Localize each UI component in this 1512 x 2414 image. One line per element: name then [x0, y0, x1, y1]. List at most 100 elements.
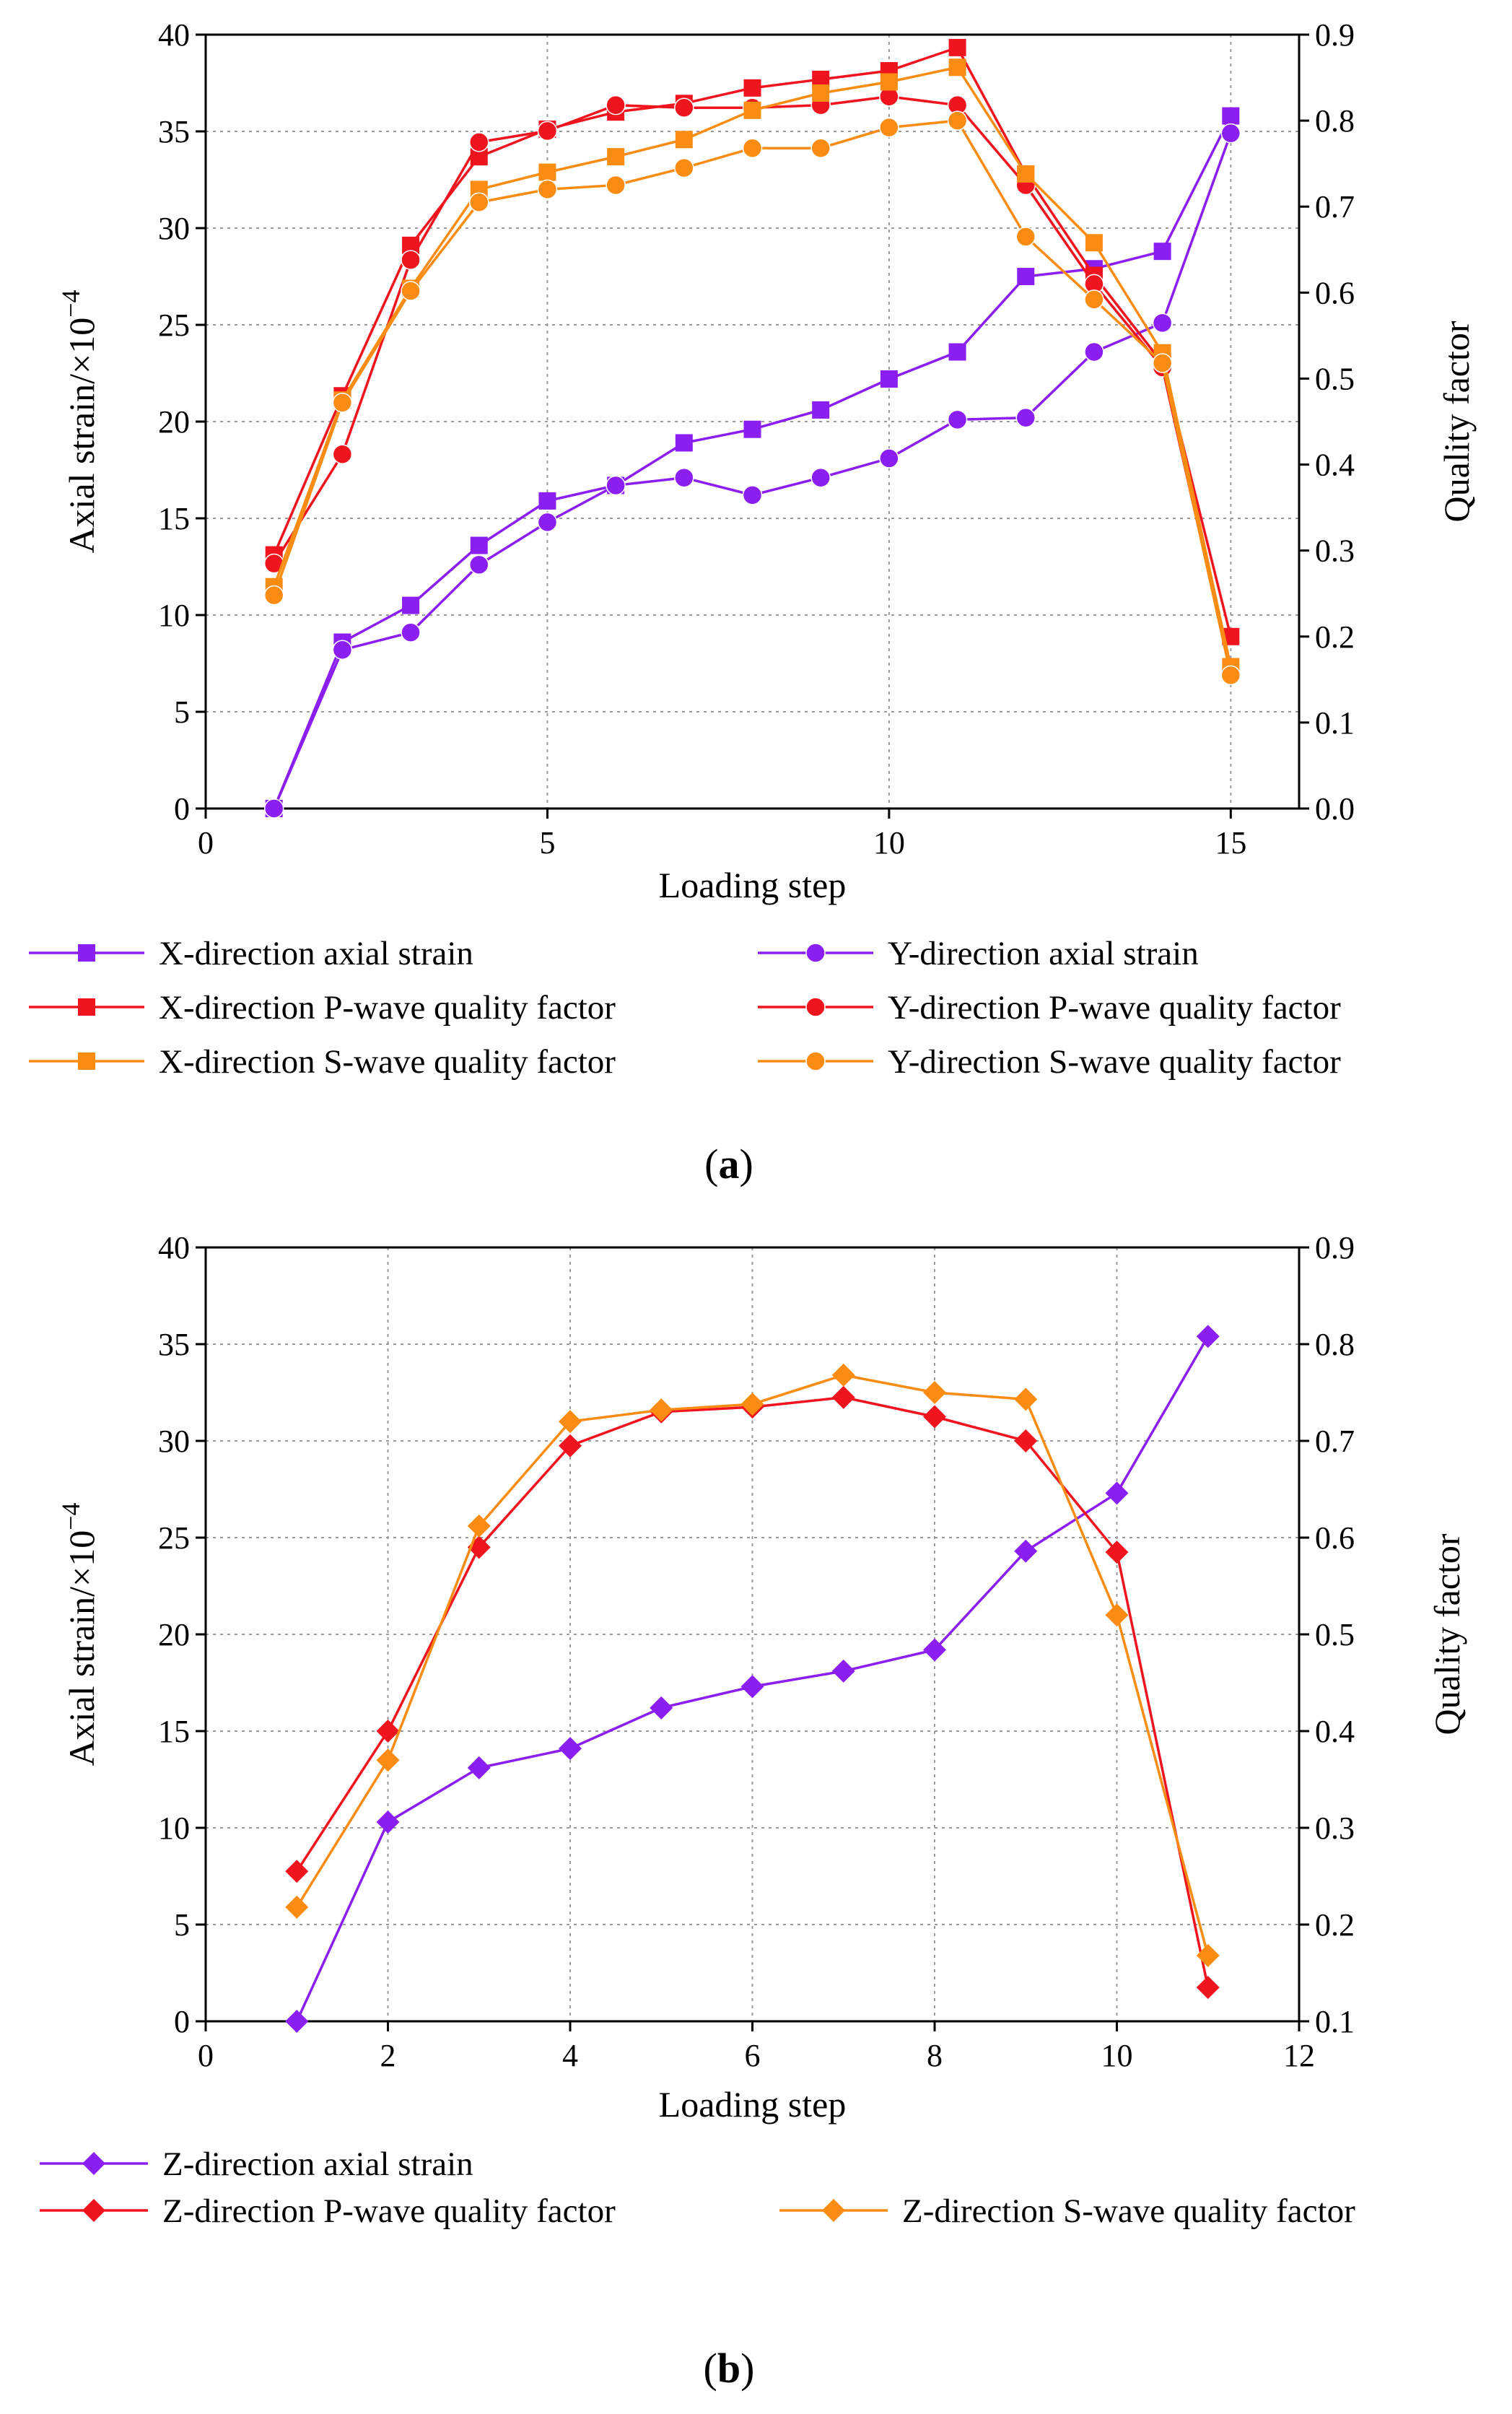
left-y-tick-label: 35 — [158, 1327, 190, 1362]
data-point — [401, 281, 421, 301]
data-point — [607, 148, 625, 166]
legend-marker — [805, 997, 826, 1017]
legend-marker — [78, 998, 95, 1016]
panel-label-paren: ) — [740, 1141, 753, 1188]
data-point — [675, 131, 693, 149]
data-point — [674, 467, 694, 488]
x-tick-label: 15 — [1215, 825, 1246, 860]
left-y-axis-label-text: Axial strain/×10 — [61, 318, 102, 554]
left-y-tick-label: 30 — [158, 211, 190, 246]
legend-item: X-direction axial strain — [29, 935, 473, 972]
data-point — [947, 110, 968, 131]
data-point — [1017, 268, 1035, 285]
data-point — [263, 798, 284, 819]
legend: X-direction axial strain Y-direction axia… — [29, 935, 1341, 1081]
data-point — [402, 596, 420, 614]
data-point — [1152, 353, 1173, 373]
legend-marker — [82, 2152, 105, 2175]
panel-label-letter: a — [719, 1141, 740, 1188]
data-point — [285, 2010, 309, 2033]
data-point — [1105, 1541, 1129, 1564]
legend-item: Y-direction S-wave quality factor — [758, 1043, 1341, 1081]
right-y-tick-label: 0.7 — [1315, 189, 1355, 225]
left-y-axis-label: Axial strain/×10−4 — [56, 1502, 102, 1766]
data-point — [469, 132, 489, 152]
data-point — [831, 1659, 855, 1683]
legend-marker — [805, 943, 826, 963]
x-tick-label: 6 — [745, 2038, 761, 2073]
legend-label: X-direction S-wave quality factor — [159, 1043, 616, 1081]
data-point — [923, 1405, 946, 1429]
series-y-direction-s-wave-quality-factor — [263, 110, 1241, 686]
data-point — [742, 485, 763, 505]
legend-label: Z-direction P-wave quality factor — [162, 2192, 616, 2230]
right-y-tick-label: 0.1 — [1315, 705, 1355, 741]
series-z-direction-axial-strain — [285, 1325, 1220, 2033]
data-point — [1152, 313, 1173, 334]
series-z-direction-s-wave-quality-factor — [285, 1363, 1220, 1967]
data-point — [879, 448, 899, 469]
legend-marker — [822, 2199, 845, 2222]
data-point — [376, 1720, 400, 1743]
data-point — [1105, 1481, 1129, 1505]
right-y-tick-label: 0.0 — [1315, 791, 1355, 827]
legend: Z-direction axial strain Z-direction P-wa… — [40, 2145, 1355, 2230]
legend-label: Z-direction axial strain — [162, 2145, 473, 2183]
data-point — [1222, 107, 1240, 125]
panel-label: (a) — [704, 1141, 753, 1188]
legend-label: Y-direction S-wave quality factor — [888, 1043, 1341, 1081]
data-point — [537, 512, 558, 533]
right-y-tick-label: 0.8 — [1315, 1327, 1355, 1362]
data-point — [559, 1410, 582, 1434]
right-y-tick-label: 0.5 — [1315, 1617, 1355, 1652]
left-y-tick-label: 30 — [158, 1424, 190, 1459]
data-point — [674, 97, 694, 118]
right-y-tick-label: 0.6 — [1315, 1520, 1355, 1556]
legend-label: Y-direction P-wave quality factor — [888, 989, 1341, 1027]
data-point — [1015, 227, 1036, 247]
series-group — [263, 38, 1241, 819]
data-point — [880, 370, 898, 388]
data-point — [332, 393, 353, 413]
series-y-direction-p-wave-quality-factor — [263, 87, 1241, 681]
data-point — [831, 1385, 855, 1409]
left-y-axis-label-exponent: −4 — [56, 1502, 85, 1530]
left-y-tick-label: 35 — [158, 114, 190, 149]
left-y-tick-label: 10 — [158, 598, 190, 633]
legend-label: X-direction axial strain — [159, 935, 473, 972]
data-point — [285, 1860, 309, 1883]
legend-item: Y-direction P-wave quality factor — [758, 989, 1341, 1027]
right-y-tick-label: 0.8 — [1315, 103, 1355, 139]
data-point — [537, 121, 558, 141]
right-y-tick-label: 0.2 — [1315, 619, 1355, 655]
left-y-tick-label: 5 — [174, 1907, 190, 1943]
data-point — [1085, 234, 1103, 252]
data-point — [469, 554, 489, 575]
data-point — [263, 585, 284, 606]
right-y-tick-label: 0.2 — [1315, 1907, 1355, 1943]
series-x-direction-axial-strain — [265, 107, 1240, 817]
data-point — [376, 1810, 400, 1834]
data-point — [537, 179, 558, 200]
data-point — [948, 38, 966, 56]
data-point — [650, 1398, 673, 1422]
data-point — [538, 492, 556, 510]
data-point — [743, 79, 761, 97]
data-point — [467, 1756, 491, 1779]
legend-item: Y-direction axial strain — [758, 935, 1199, 972]
data-point — [1220, 123, 1241, 144]
legend-label: X-direction P-wave quality factor — [159, 989, 616, 1027]
data-point — [810, 467, 831, 488]
data-point — [812, 401, 830, 419]
data-point — [831, 1363, 855, 1387]
data-point — [1015, 407, 1036, 428]
legend-item: Z-direction axial strain — [40, 2145, 473, 2183]
x-tick-label: 12 — [1283, 2038, 1315, 2073]
series-line — [273, 45, 1233, 637]
legend-item: Z-direction S-wave quality factor — [779, 2192, 1355, 2230]
legend-marker — [82, 2199, 105, 2222]
right-y-tick-label: 0.5 — [1315, 361, 1355, 396]
data-point — [1014, 1429, 1038, 1452]
left-y-tick-label: 40 — [158, 1230, 190, 1265]
right-y-tick-label: 0.4 — [1315, 1714, 1355, 1749]
